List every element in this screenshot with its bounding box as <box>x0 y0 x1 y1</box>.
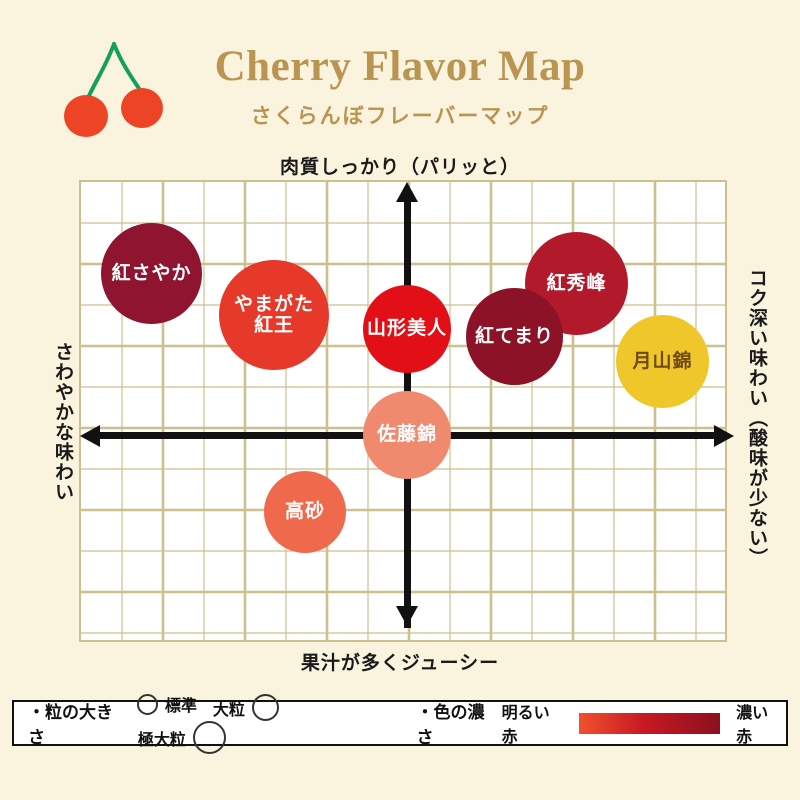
axis-label-bottom: 果汁が多くジューシー <box>300 653 500 674</box>
legend-size-item-2: 極大粒 <box>134 721 229 754</box>
axis-label-left: さわやかな味わい <box>52 342 73 502</box>
legend-size-label: 大粒 <box>212 701 245 719</box>
legend-size-circle-icon <box>251 694 279 721</box>
axis-label-right: コク深い味わい（酸味が少ない） <box>746 268 767 568</box>
legend-size-item-0: 標準 <box>134 692 201 716</box>
axis-arrow-left-icon <box>80 425 100 447</box>
cherry-bubble-yamagata-beniou[interactable]: やまがた 紅王 <box>219 260 329 370</box>
legend-size-label: 極大粒 <box>137 731 186 749</box>
legend-color-heading: ・色の濃さ <box>416 703 485 747</box>
cherry-bubble-label: やまがた 紅王 <box>233 293 314 336</box>
cherry-bubble-yamagata-bijin[interactable]: 山形美人 <box>363 285 451 373</box>
legend-size-item-1: 大粒 <box>209 694 282 721</box>
legend-size-heading: ・粒の大きさ <box>28 703 113 747</box>
legend-color-gradient-bar <box>578 712 721 734</box>
cherry-bubble-label: 紅てまり <box>474 325 555 347</box>
cherry-bubble-beni-shuho[interactable]: 紅てまり <box>466 288 563 385</box>
axis-arrow-up-icon <box>396 182 418 202</box>
legend-size-circle-icon <box>136 693 158 715</box>
page-title: Cherry Flavor Map <box>214 43 586 90</box>
cherry-bubble-label: 紅さやか <box>111 262 192 284</box>
cherry-bubble-label: 佐藤錦 <box>376 424 437 446</box>
cherry-bubble-label: 高砂 <box>284 501 325 523</box>
cherry-bubble-kurenai-sayaka[interactable]: 紅さやか <box>101 223 202 324</box>
cherry-bubble-takasago[interactable]: 高砂 <box>264 471 346 553</box>
page-subtitle: さくらんぼフレーバーマップ <box>250 105 550 128</box>
cherry-bubble-label: 山形美人 <box>366 318 447 340</box>
legend-color-group: ・色の濃さ 明るい赤 濃い赤 <box>416 698 786 748</box>
legend-size-items: 標準 大粒極大粒 <box>126 692 375 754</box>
legend-color-dark-label: 濃い赤 <box>736 705 769 746</box>
legend-size-label: 標準 <box>164 698 197 715</box>
cherry-bubble-gassan-nishiki[interactable]: 月山錦 <box>616 315 709 408</box>
legend-size-group: ・粒の大きさ 標準 大粒極大粒 <box>28 692 374 754</box>
legend-color-light-label: 明るい赤 <box>501 705 550 746</box>
legend-size-circle-icon <box>192 721 226 754</box>
legend-bar: ・粒の大きさ 標準 大粒極大粒 ・色の濃さ 明るい赤 濃い赤 <box>12 693 788 754</box>
cherry-bubble-label: 紅秀峰 <box>546 272 607 294</box>
cherries-icon <box>64 42 163 137</box>
cherry-bubble-sato-nishiki[interactable]: 佐藤錦 <box>363 391 451 479</box>
axis-label-top: 肉質しっかり（パリッと） <box>279 157 520 178</box>
axis-arrow-right-icon <box>714 425 734 447</box>
cherry-bubble-label: 月山錦 <box>632 350 693 372</box>
axis-arrow-down-icon <box>396 606 418 626</box>
